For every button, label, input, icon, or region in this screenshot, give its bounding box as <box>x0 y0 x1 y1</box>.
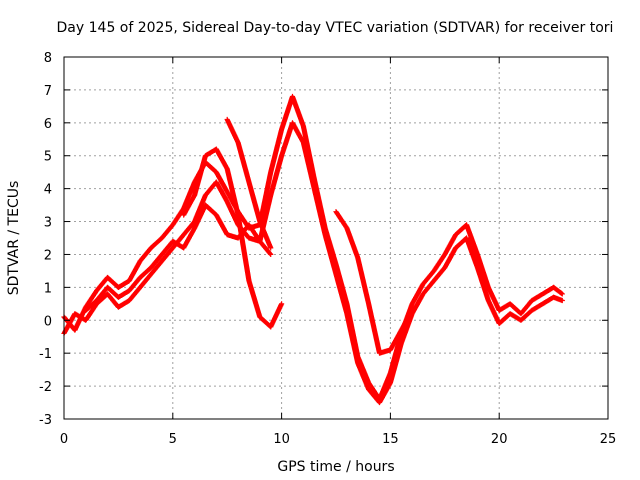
series-track-c <box>83 202 274 313</box>
y-tick-label: 7 <box>44 84 52 99</box>
x-tick-label: 5 <box>169 432 177 447</box>
y-tick-label: -2 <box>39 380 52 395</box>
x-tick-label: 0 <box>60 432 68 447</box>
y-tick-label: 5 <box>44 150 52 165</box>
series-track-e <box>181 146 285 330</box>
series-markers <box>224 116 274 251</box>
y-tick-label: 3 <box>44 216 52 231</box>
series-markers <box>181 146 285 330</box>
y-tick-label: 1 <box>44 281 52 296</box>
y-tick-label: -1 <box>39 347 52 362</box>
plot-frame <box>63 56 609 420</box>
x-axis-label: GPS time / hours <box>277 459 394 475</box>
grid-lines <box>64 57 608 419</box>
series-track-d <box>224 116 274 251</box>
series-markers <box>333 209 415 356</box>
y-tick-label: 2 <box>44 248 52 263</box>
x-tick-label: 10 <box>273 432 290 447</box>
x-tick-label: 25 <box>600 432 617 447</box>
y-tick-label: -3 <box>39 413 52 428</box>
x-tick-label: 20 <box>491 432 508 447</box>
y-tick-label: 4 <box>44 183 52 198</box>
chart-title: Day 145 of 2025, Sidereal Day-to-day VTE… <box>57 20 614 36</box>
x-tick-label: 15 <box>382 432 399 447</box>
y-tick-label: 6 <box>44 117 52 132</box>
x-axis-ticks: 0 5 10 15 20 25 <box>60 57 616 447</box>
y-axis-label: SDTVAR / TECUs <box>6 181 22 296</box>
y-tick-label: 0 <box>44 314 52 329</box>
y-axis-ticks: -3 -2 -1 0 1 2 3 4 5 6 7 8 <box>39 51 608 428</box>
series-track-f <box>333 209 415 356</box>
series-markers <box>83 202 274 313</box>
y-tick-label: 8 <box>44 51 52 66</box>
